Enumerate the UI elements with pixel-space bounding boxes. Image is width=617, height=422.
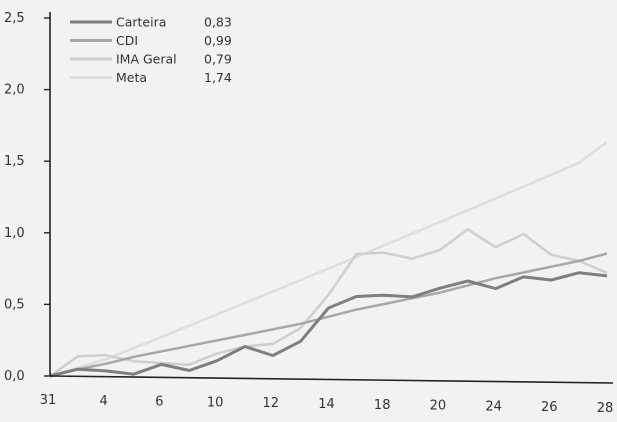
legend-value: 0,79 bbox=[204, 52, 232, 67]
legend-label: IMA Geral bbox=[116, 52, 177, 67]
y-tick-label: 1,0 bbox=[4, 226, 25, 241]
x-tick-label: 31 bbox=[40, 393, 57, 408]
axes bbox=[49, 12, 614, 384]
series-line-meta bbox=[49, 140, 608, 378]
y-tick-label: 2,5 bbox=[4, 11, 25, 26]
series-line-carteira bbox=[49, 271, 608, 378]
legend-value: 0,83 bbox=[204, 15, 232, 30]
y-tick-label: 1,5 bbox=[4, 154, 25, 169]
legend-label: Meta bbox=[116, 70, 147, 85]
plot-lines bbox=[49, 140, 608, 378]
legend-value: 0,99 bbox=[204, 33, 232, 48]
series-line-cdi bbox=[49, 252, 608, 378]
x-tick-label: 28 bbox=[597, 401, 614, 416]
x-tick-label: 12 bbox=[263, 396, 280, 411]
legend-value: 1,74 bbox=[204, 70, 232, 85]
y-tick-label: 2,0 bbox=[4, 83, 25, 98]
legend: Carteira 0,83 CDI 0,99 IMA Geral 0,79 Meta 1,74 bbox=[70, 15, 232, 85]
y-axis-ticks: 0,0 0,5 1,0 1,5 2,0 2,5 bbox=[4, 11, 50, 384]
x-tick-label: 20 bbox=[430, 399, 447, 414]
x-tick-label: 6 bbox=[155, 395, 163, 410]
x-tick-label: 4 bbox=[100, 394, 108, 409]
legend-label: CDI bbox=[116, 33, 138, 48]
x-tick-label: 14 bbox=[318, 397, 335, 412]
x-tick-label: 26 bbox=[541, 400, 558, 415]
x-tick-label: 18 bbox=[374, 398, 391, 413]
x-axis-line bbox=[49, 375, 614, 384]
x-tick-label: 24 bbox=[485, 399, 502, 414]
x-axis-ticks: 31 4 6 10 12 14 18 20 24 26 28 bbox=[40, 393, 614, 416]
y-tick-label: 0,5 bbox=[4, 297, 25, 312]
y-tick-label: 0,0 bbox=[4, 369, 25, 384]
legend-label: Carteira bbox=[116, 15, 166, 30]
x-tick-label: 10 bbox=[207, 395, 224, 410]
series-line-ima-geral bbox=[49, 228, 608, 378]
